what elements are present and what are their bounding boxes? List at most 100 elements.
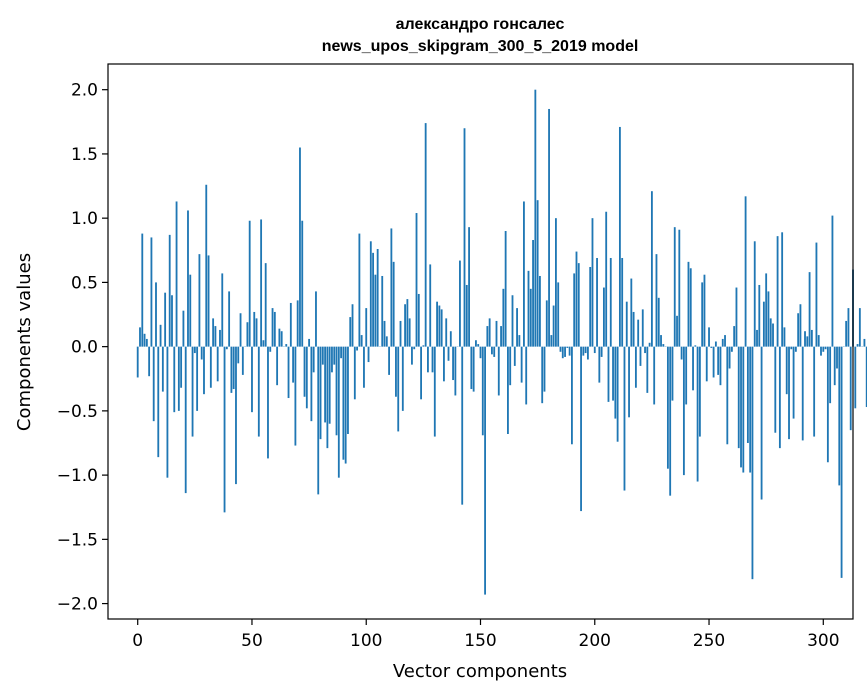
- x-axis-label: Vector components: [393, 661, 567, 682]
- bar-31: [207, 255, 210, 347]
- bar-253: [714, 341, 717, 347]
- bar-278: [772, 323, 774, 347]
- bar-312: [849, 346, 852, 431]
- bar-134: [443, 346, 445, 382]
- bar-118: [406, 299, 409, 347]
- bar-72: [301, 220, 304, 347]
- bar-219: [637, 319, 640, 347]
- bar-93: [349, 317, 352, 347]
- bar-171: [527, 270, 530, 347]
- bar-36: [219, 329, 221, 347]
- bar-87: [335, 346, 338, 436]
- bar-30: [205, 184, 208, 347]
- bar-173: [532, 240, 534, 347]
- bar-170: [525, 346, 528, 405]
- bar-98: [360, 335, 363, 347]
- bar-143: [463, 128, 466, 347]
- bar-279: [774, 346, 777, 433]
- bar-45: [239, 313, 242, 347]
- bar-277: [769, 318, 772, 347]
- y-tick-label-6: 1.0: [71, 209, 98, 229]
- bar-55: [262, 340, 265, 347]
- y-tick-label-0: −2.0: [57, 595, 98, 615]
- bar-117: [404, 304, 406, 347]
- y-tick-label-5: 0.5: [71, 273, 98, 293]
- bar-74: [305, 346, 308, 409]
- bar-209: [614, 346, 617, 419]
- x-tick-label-2: 100: [350, 631, 382, 651]
- chart-subtitle: news_upos_skipgram_300_5_2019 model: [322, 38, 639, 55]
- bar-191: [573, 273, 576, 347]
- bar-110: [388, 346, 390, 375]
- bar-112: [392, 261, 395, 347]
- y-tick-label-7: 1.5: [71, 145, 98, 165]
- bar-204: [602, 287, 605, 347]
- bar-59: [271, 308, 274, 347]
- bar-157: [495, 320, 498, 347]
- bar-275: [765, 273, 768, 347]
- bar-258: [726, 346, 729, 445]
- bar-2: [141, 233, 144, 347]
- bar-196: [584, 346, 587, 354]
- bar-29: [203, 346, 205, 395]
- bar-1: [139, 327, 141, 347]
- bar-15: [171, 295, 173, 347]
- bar-0: [136, 346, 139, 378]
- bar-190: [571, 346, 573, 445]
- bar-104: [374, 274, 377, 347]
- bar-12: [164, 292, 167, 347]
- bar-181: [550, 335, 553, 347]
- bar-78: [315, 291, 317, 347]
- bar-298: [817, 335, 820, 347]
- bar-216: [630, 278, 633, 347]
- bar-49: [248, 220, 251, 347]
- bar-111: [390, 228, 393, 347]
- bar-318: [863, 338, 866, 347]
- bar-256: [721, 338, 724, 347]
- bar-21: [184, 346, 187, 494]
- bar-220: [639, 346, 642, 366]
- bar-265: [742, 346, 745, 473]
- bar-179: [545, 300, 548, 347]
- bar-57: [267, 346, 269, 459]
- bar-160: [502, 288, 505, 347]
- bar-144: [465, 284, 468, 347]
- chart-title: александро гонсалес: [396, 16, 565, 33]
- bar-188: [566, 346, 569, 348]
- bar-185: [559, 346, 562, 352]
- bar-54: [260, 219, 263, 347]
- bar-70: [296, 300, 299, 347]
- bar-5: [148, 346, 151, 377]
- bar-197: [586, 346, 589, 360]
- bar-131: [436, 301, 438, 347]
- bar-41: [230, 346, 233, 393]
- bar-285: [788, 346, 790, 440]
- bar-195: [582, 346, 585, 356]
- bar-121: [413, 346, 416, 350]
- bar-4: [145, 338, 148, 347]
- bar-251: [710, 346, 713, 348]
- bar-302: [826, 346, 829, 463]
- bar-116: [401, 346, 404, 411]
- bar-227: [655, 254, 658, 347]
- bar-308: [840, 346, 843, 578]
- bar-46: [241, 346, 244, 375]
- bar-307: [838, 346, 841, 486]
- bar-130: [433, 346, 436, 437]
- bar-273: [760, 346, 763, 500]
- bar-228: [657, 297, 660, 347]
- bar-115: [399, 320, 402, 347]
- bar-84: [328, 346, 331, 424]
- bar-304: [831, 215, 834, 347]
- bar-149: [477, 344, 480, 347]
- bar-91: [344, 346, 347, 464]
- bar-90: [342, 346, 345, 460]
- bar-249: [705, 346, 708, 382]
- bar-137: [449, 331, 452, 347]
- bar-182: [552, 305, 555, 347]
- bar-23: [189, 274, 192, 347]
- bar-213: [623, 346, 626, 491]
- bar-269: [751, 346, 754, 580]
- bar-58: [269, 346, 272, 352]
- bar-167: [518, 335, 521, 347]
